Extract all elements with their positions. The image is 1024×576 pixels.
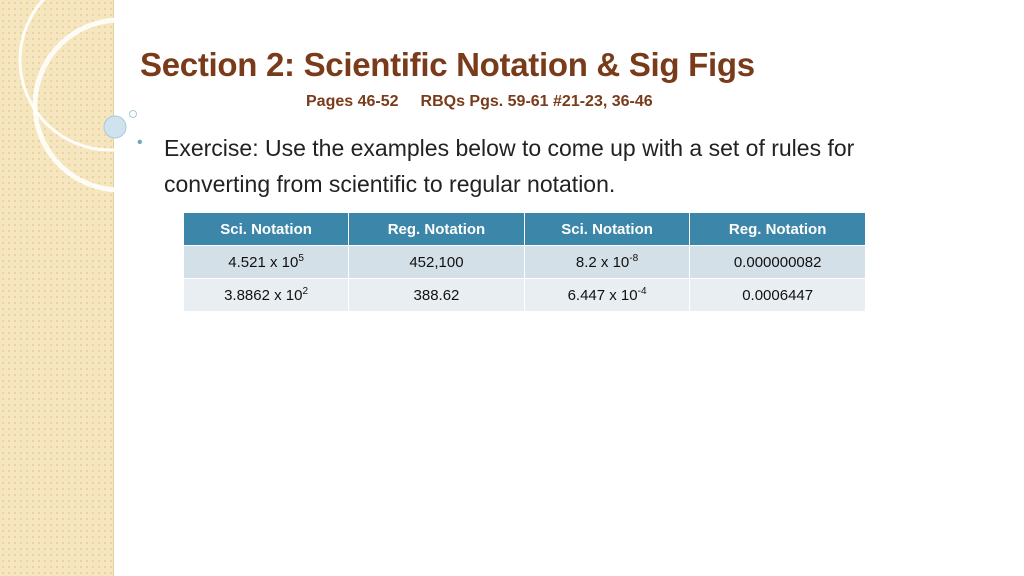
subtitle-part: RBQs Pgs. 59-61 #21-23, 36-46 (420, 93, 653, 110)
table-cell: 388.62 (348, 278, 525, 311)
exponent: 2 (302, 286, 309, 297)
cell-text: 3.8862 x 10 (224, 287, 303, 304)
header-cell: Reg. Notation (348, 213, 525, 246)
header-cell: Sci. Notation (524, 213, 691, 246)
exponent: -4 (637, 286, 647, 297)
subtitle: Pages 46-52 RBQs Pgs. 59-61 #21-23, 36-46 (306, 93, 653, 111)
exponent: -8 (629, 253, 639, 264)
table-cell: 4.521 x 105 (184, 245, 350, 279)
header-cell: Sci. Notation (184, 213, 350, 246)
table-cell: 452,100 (348, 245, 525, 279)
cell-text: 6.447 x 10 (567, 287, 638, 304)
table-row: 4.521 x 105 452,100 8.2 x 10-8 0.000000082 (184, 245, 866, 279)
subtitle-part: Pages 46-52 (306, 93, 399, 110)
notation-table: Sci. Notation Reg. Notation Sci. Notation R… (184, 213, 866, 311)
bullet-text: Exercise: Use the examples below to come… (164, 135, 855, 197)
bullet-marker: • (137, 134, 143, 151)
exponent: 5 (298, 253, 304, 264)
table-row: 3.8862 x 102 388.62 6.447 x 10-4 0.0006447 (184, 278, 866, 311)
table-cell: 3.8862 x 102 (184, 278, 350, 311)
cell-text: 452,100 (409, 253, 464, 271)
header-cell: Reg. Notation (689, 213, 866, 246)
table-cell: 8.2 x 10-8 (524, 245, 691, 279)
cell-text: 388.62 (413, 286, 460, 304)
table-cell: 0.0006447 (689, 278, 866, 311)
decoration (18, 0, 200, 193)
table-cell: 6.447 x 10-4 (524, 278, 691, 311)
cell-text: 8.2 x 10 (575, 254, 630, 271)
cell-text: 4.521 x 10 (228, 254, 299, 271)
cell-text: 0.0006447 (742, 286, 814, 304)
table-cell: 0.000000082 (689, 245, 866, 279)
header-row: Sci. Notation Reg. Notation Sci. Notation R… (184, 213, 866, 246)
cell-text: 0.000000082 (733, 253, 822, 271)
side-strip (0, 0, 114, 576)
title: Section 2: Scientific Notation & Sig Fig… (140, 46, 755, 83)
